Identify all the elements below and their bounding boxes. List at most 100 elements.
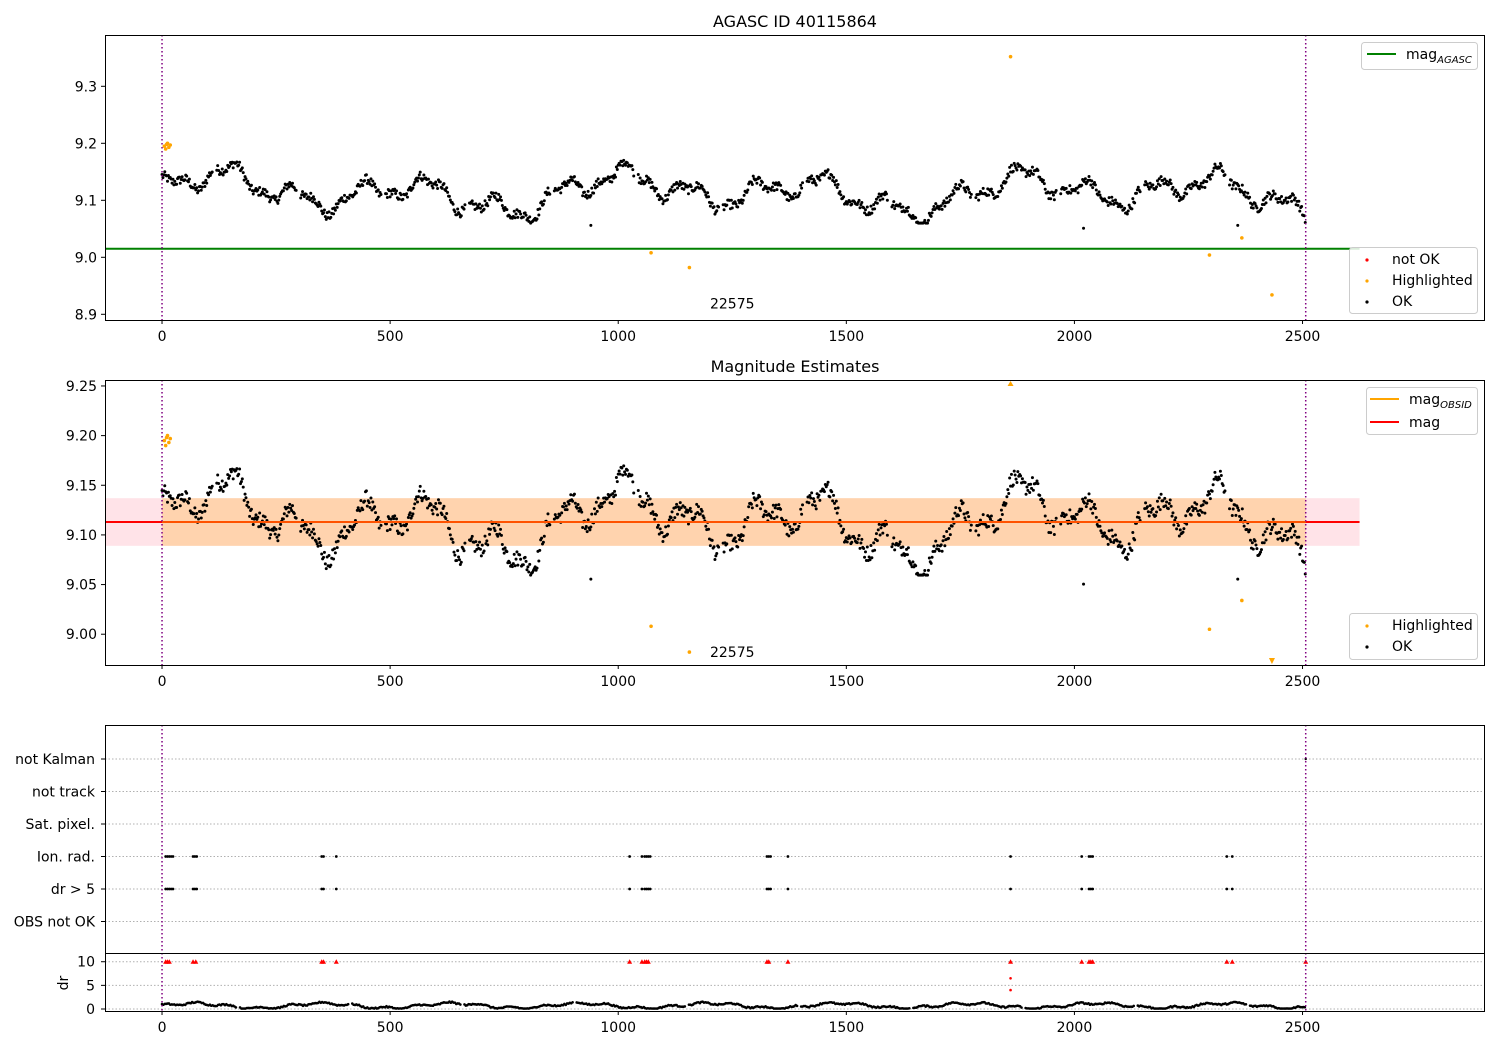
ok-point xyxy=(262,523,266,527)
estimates-ytick-label: 9.05 xyxy=(66,578,97,594)
ok-point xyxy=(1278,530,1282,534)
ok-point xyxy=(689,510,693,514)
ok-point xyxy=(307,528,311,532)
ok-point xyxy=(943,204,947,208)
ok-point xyxy=(537,213,541,217)
ok-point xyxy=(1228,507,1232,511)
dr-high-marker xyxy=(321,959,327,964)
ok-point xyxy=(340,196,344,200)
flag-event xyxy=(1230,855,1234,858)
ok-point xyxy=(833,506,837,510)
ok-point xyxy=(615,480,619,484)
ok-point xyxy=(161,176,165,180)
ok-point xyxy=(656,193,660,197)
ok-point xyxy=(848,536,852,540)
ok-point xyxy=(431,186,435,190)
ok-point xyxy=(377,526,381,530)
ok-point xyxy=(277,198,281,202)
ok-point xyxy=(710,538,714,542)
ok-point xyxy=(981,513,985,517)
estimates-ytick-label: 9.20 xyxy=(66,429,97,445)
ok-point xyxy=(1111,534,1115,538)
ok-point xyxy=(450,537,454,541)
ok-point xyxy=(1031,488,1035,492)
ok-point xyxy=(483,534,487,538)
ok-point xyxy=(1146,185,1150,189)
ok-point xyxy=(788,525,792,529)
legend-ok-label: OK xyxy=(1392,294,1413,310)
ok-point xyxy=(165,500,169,504)
ok-point xyxy=(1284,529,1288,533)
flags-plot-area xyxy=(105,725,1485,1011)
ok-point xyxy=(505,550,509,554)
ok-point xyxy=(796,527,800,531)
ok-point xyxy=(698,512,702,516)
ok-point xyxy=(631,168,635,172)
ok-point xyxy=(963,516,967,520)
ok-point xyxy=(316,544,320,548)
ok-point xyxy=(855,541,859,545)
ok-point xyxy=(278,527,282,531)
ok-point xyxy=(936,544,940,548)
ok-point xyxy=(758,176,762,180)
estimates-legend-top: magOBSID mag xyxy=(1366,387,1478,435)
ok-point xyxy=(779,183,783,187)
ok-point xyxy=(207,493,211,497)
ok-point xyxy=(491,191,495,195)
ok-point xyxy=(937,549,941,553)
ok-point xyxy=(814,183,818,187)
ok-point xyxy=(775,515,779,519)
ok-point xyxy=(459,214,463,218)
agasc-panel: AGASC ID 40115864 22575 0 500 1000 1500 2000… xyxy=(75,12,1485,345)
ok-point xyxy=(865,205,869,209)
ok-point xyxy=(1133,538,1137,542)
ok-point xyxy=(660,197,664,201)
agasc-xtick-label: 1000 xyxy=(600,329,636,345)
ok-point xyxy=(500,204,504,208)
flag-event xyxy=(628,855,632,858)
ok-point xyxy=(448,198,452,202)
ok-point xyxy=(1189,513,1193,517)
ok-point xyxy=(367,501,371,505)
ok-point xyxy=(686,192,690,196)
ok-point xyxy=(480,543,484,547)
ok-point xyxy=(966,511,970,515)
ok-point xyxy=(469,537,473,541)
ok-point xyxy=(595,184,599,188)
ok-point xyxy=(1230,187,1234,191)
ok-point xyxy=(521,563,525,567)
ok-point xyxy=(237,472,241,476)
ok-point xyxy=(374,511,378,515)
ok-point xyxy=(1107,529,1111,533)
ok-point xyxy=(422,489,426,493)
ok-point xyxy=(365,504,369,508)
flag-label: Sat. pixel. xyxy=(26,817,95,833)
ok-point xyxy=(1221,170,1225,174)
ok-point xyxy=(1107,196,1111,200)
ok-point xyxy=(1276,537,1280,541)
highlighted-point xyxy=(1240,236,1244,240)
ok-point xyxy=(394,191,398,195)
ok-point xyxy=(632,491,636,495)
ok-point xyxy=(958,508,962,512)
ok-point xyxy=(251,522,255,526)
ok-point xyxy=(988,517,992,521)
ok-point xyxy=(187,497,191,501)
ok-point xyxy=(336,202,340,206)
ok-point xyxy=(327,210,331,214)
ok-point xyxy=(544,190,548,194)
ok-point xyxy=(1012,161,1016,165)
ok-point xyxy=(262,192,266,196)
ok-point xyxy=(200,185,204,189)
ok-point xyxy=(825,483,829,487)
ok-point xyxy=(344,534,348,538)
ok-point xyxy=(647,503,651,507)
flag-event xyxy=(769,855,772,858)
ok-point xyxy=(435,183,439,187)
ok-point xyxy=(968,528,972,532)
ok-point xyxy=(707,195,711,199)
flag-event xyxy=(769,887,772,891)
dr-point xyxy=(907,1006,911,1010)
ok-point xyxy=(1263,196,1267,200)
